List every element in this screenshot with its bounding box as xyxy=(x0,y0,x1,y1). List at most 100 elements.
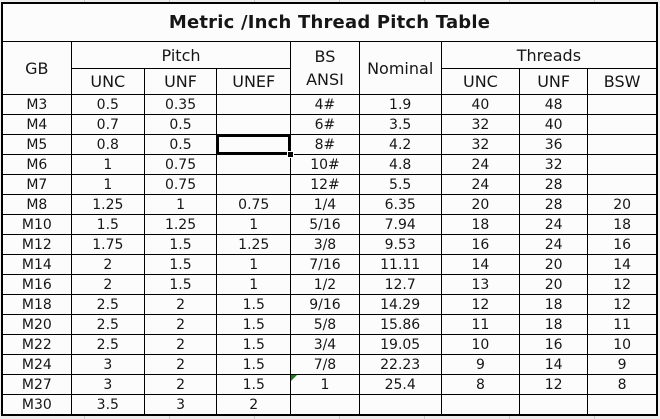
cell-m8-pitch-unf[interactable]: 1 xyxy=(143,194,218,215)
cell-m22-pitch-unc[interactable]: 2.5 xyxy=(70,334,145,355)
cell-m12-pitch-unef[interactable]: 1.25 xyxy=(216,234,292,255)
cell-m14-bs-ansi[interactable]: 7/16 xyxy=(290,254,360,275)
cell-m22-threads-bsw[interactable]: 10 xyxy=(587,334,658,355)
header-threads-unf[interactable]: UNF xyxy=(519,68,589,95)
header-nominal[interactable]: Nominal xyxy=(358,41,442,95)
cell-m12-threads-unc[interactable]: 16 xyxy=(440,234,521,255)
cell-m22-threads-unc[interactable]: 10 xyxy=(440,334,521,355)
cell-m5-threads-unf[interactable]: 36 xyxy=(519,134,589,155)
cell-m30-pitch-unf[interactable]: 3 xyxy=(143,394,218,416)
cell-m18-pitch-unc[interactable]: 2.5 xyxy=(70,294,145,315)
cell-m3-nominal[interactable]: 1.9 xyxy=(358,94,442,115)
cell-m16-nominal[interactable]: 12.7 xyxy=(358,274,442,295)
header-threads-group[interactable]: Threads xyxy=(440,41,658,69)
cell-m24-bs-ansi[interactable]: 7/8 xyxy=(290,354,360,375)
cell-m16-bs-ansi[interactable]: 1/2 xyxy=(290,274,360,295)
cell-m5-pitch-unc[interactable]: 0.8 xyxy=(70,134,145,155)
cell-m3-threads-unf[interactable]: 48 xyxy=(519,94,589,115)
cell-m24-pitch-unf[interactable]: 2 xyxy=(143,354,218,375)
cell-m30-threads-unc[interactable] xyxy=(440,394,521,416)
cell-m8-gb[interactable]: M8 xyxy=(1,194,72,215)
cell-m16-threads-bsw[interactable]: 12 xyxy=(587,274,658,295)
cell-m7-threads-unf[interactable]: 28 xyxy=(519,174,589,195)
cell-m5-pitch-unf[interactable]: 0.5 xyxy=(143,134,218,155)
cell-m24-pitch-unef[interactable]: 1.5 xyxy=(216,354,292,375)
header-pitch-unc[interactable]: UNC xyxy=(70,68,145,95)
header-pitch-group[interactable]: Pitch xyxy=(70,41,292,69)
cell-m24-nominal[interactable]: 22.23 xyxy=(358,354,442,375)
cell-m30-gb[interactable]: M30 xyxy=(1,394,72,416)
cell-m30-pitch-unc[interactable]: 3.5 xyxy=(70,394,145,416)
cell-m7-threads-unc[interactable]: 24 xyxy=(440,174,521,195)
cell-m14-gb[interactable]: M14 xyxy=(1,254,72,275)
cell-m3-bs-ansi[interactable]: 4# xyxy=(290,94,360,115)
cell-m22-gb[interactable]: M22 xyxy=(1,334,72,355)
cell-m14-pitch-unc[interactable]: 2 xyxy=(70,254,145,275)
cell-m7-bs-ansi[interactable]: 12# xyxy=(290,174,360,195)
cell-m22-pitch-unf[interactable]: 2 xyxy=(143,334,218,355)
cell-m8-bs-ansi[interactable]: 1/4 xyxy=(290,194,360,215)
cell-m4-threads-bsw[interactable] xyxy=(587,114,658,135)
cell-m7-gb[interactable]: M7 xyxy=(1,174,72,195)
cell-m22-bs-ansi[interactable]: 3/4 xyxy=(290,334,360,355)
cell-m3-threads-unc[interactable]: 40 xyxy=(440,94,521,115)
cell-m7-nominal[interactable]: 5.5 xyxy=(358,174,442,195)
cell-m6-pitch-unef[interactable] xyxy=(216,154,292,175)
cell-m4-pitch-unc[interactable]: 0.7 xyxy=(70,114,145,135)
cell-m7-pitch-unef[interactable] xyxy=(216,174,292,195)
cell-m30-bs-ansi[interactable] xyxy=(290,394,360,416)
cell-m30-nominal[interactable] xyxy=(358,394,442,416)
cell-m5-nominal[interactable]: 4.2 xyxy=(358,134,442,155)
cell-m18-pitch-unef[interactable]: 1.5 xyxy=(216,294,292,315)
cell-m24-threads-unf[interactable]: 14 xyxy=(519,354,589,375)
cell-m20-pitch-unc[interactable]: 2.5 xyxy=(70,314,145,335)
cell-m10-threads-bsw[interactable]: 18 xyxy=(587,214,658,235)
cell-m7-pitch-unc[interactable]: 1 xyxy=(70,174,145,195)
cell-m10-bs-ansi[interactable]: 5/16 xyxy=(290,214,360,235)
cell-m12-bs-ansi[interactable]: 3/8 xyxy=(290,234,360,255)
cell-m6-threads-bsw[interactable] xyxy=(587,154,658,175)
cell-m27-pitch-unf[interactable]: 2 xyxy=(143,374,218,395)
cell-m30-pitch-unef[interactable]: 2 xyxy=(216,394,292,416)
cell-m8-threads-unf[interactable]: 28 xyxy=(519,194,589,215)
cell-m10-pitch-unf[interactable]: 1.25 xyxy=(143,214,218,235)
cell-m27-bs-ansi[interactable]: 1 xyxy=(290,374,360,395)
cell-m12-nominal[interactable]: 9.53 xyxy=(358,234,442,255)
cell-m4-threads-unc[interactable]: 32 xyxy=(440,114,521,135)
cell-m18-bs-ansi[interactable]: 9/16 xyxy=(290,294,360,315)
cell-m18-nominal[interactable]: 14.29 xyxy=(358,294,442,315)
cell-m27-threads-unc[interactable]: 8 xyxy=(440,374,521,395)
cell-m12-threads-bsw[interactable]: 16 xyxy=(587,234,658,255)
header-pitch-unf[interactable]: UNF xyxy=(143,68,218,95)
cell-m22-pitch-unef[interactable]: 1.5 xyxy=(216,334,292,355)
cell-m5-threads-bsw[interactable] xyxy=(587,134,658,155)
cell-m27-pitch-unef[interactable]: 1.5 xyxy=(216,374,292,395)
header-gb[interactable]: GB xyxy=(1,41,72,95)
cell-m6-pitch-unf[interactable]: 0.75 xyxy=(143,154,218,175)
fill-handle[interactable] xyxy=(287,151,295,158)
cell-m20-threads-unf[interactable]: 18 xyxy=(519,314,589,335)
cell-m4-bs-ansi[interactable]: 6# xyxy=(290,114,360,135)
header-bs-ansi[interactable]: BS ANSI xyxy=(290,41,360,95)
cell-m16-threads-unf[interactable]: 20 xyxy=(519,274,589,295)
cell-m4-nominal[interactable]: 3.5 xyxy=(358,114,442,135)
cell-m10-threads-unf[interactable]: 24 xyxy=(519,214,589,235)
cell-m6-pitch-unc[interactable]: 1 xyxy=(70,154,145,175)
cell-m10-pitch-unef[interactable]: 1 xyxy=(216,214,292,235)
cell-m24-pitch-unc[interactable]: 3 xyxy=(70,354,145,375)
cell-m16-pitch-unf[interactable]: 1.5 xyxy=(143,274,218,295)
cell-m27-pitch-unc[interactable]: 3 xyxy=(70,374,145,395)
cell-m27-gb[interactable]: M27 xyxy=(1,374,72,395)
cell-m7-threads-bsw[interactable] xyxy=(587,174,658,195)
cell-m22-threads-unf[interactable]: 16 xyxy=(519,334,589,355)
cell-m4-gb[interactable]: M4 xyxy=(1,114,72,135)
cell-m5-pitch-unef[interactable] xyxy=(216,134,295,158)
cell-m20-pitch-unef[interactable]: 1.5 xyxy=(216,314,292,335)
cell-m24-threads-unc[interactable]: 9 xyxy=(440,354,521,375)
cell-m3-threads-bsw[interactable] xyxy=(587,94,658,115)
cell-m20-gb[interactable]: M20 xyxy=(1,314,72,335)
cell-m3-pitch-unef[interactable] xyxy=(216,94,292,115)
cell-m5-bs-ansi[interactable]: 8# xyxy=(290,134,360,155)
cell-m3-gb[interactable]: M3 xyxy=(1,94,72,115)
cell-m24-gb[interactable]: M24 xyxy=(1,354,72,375)
